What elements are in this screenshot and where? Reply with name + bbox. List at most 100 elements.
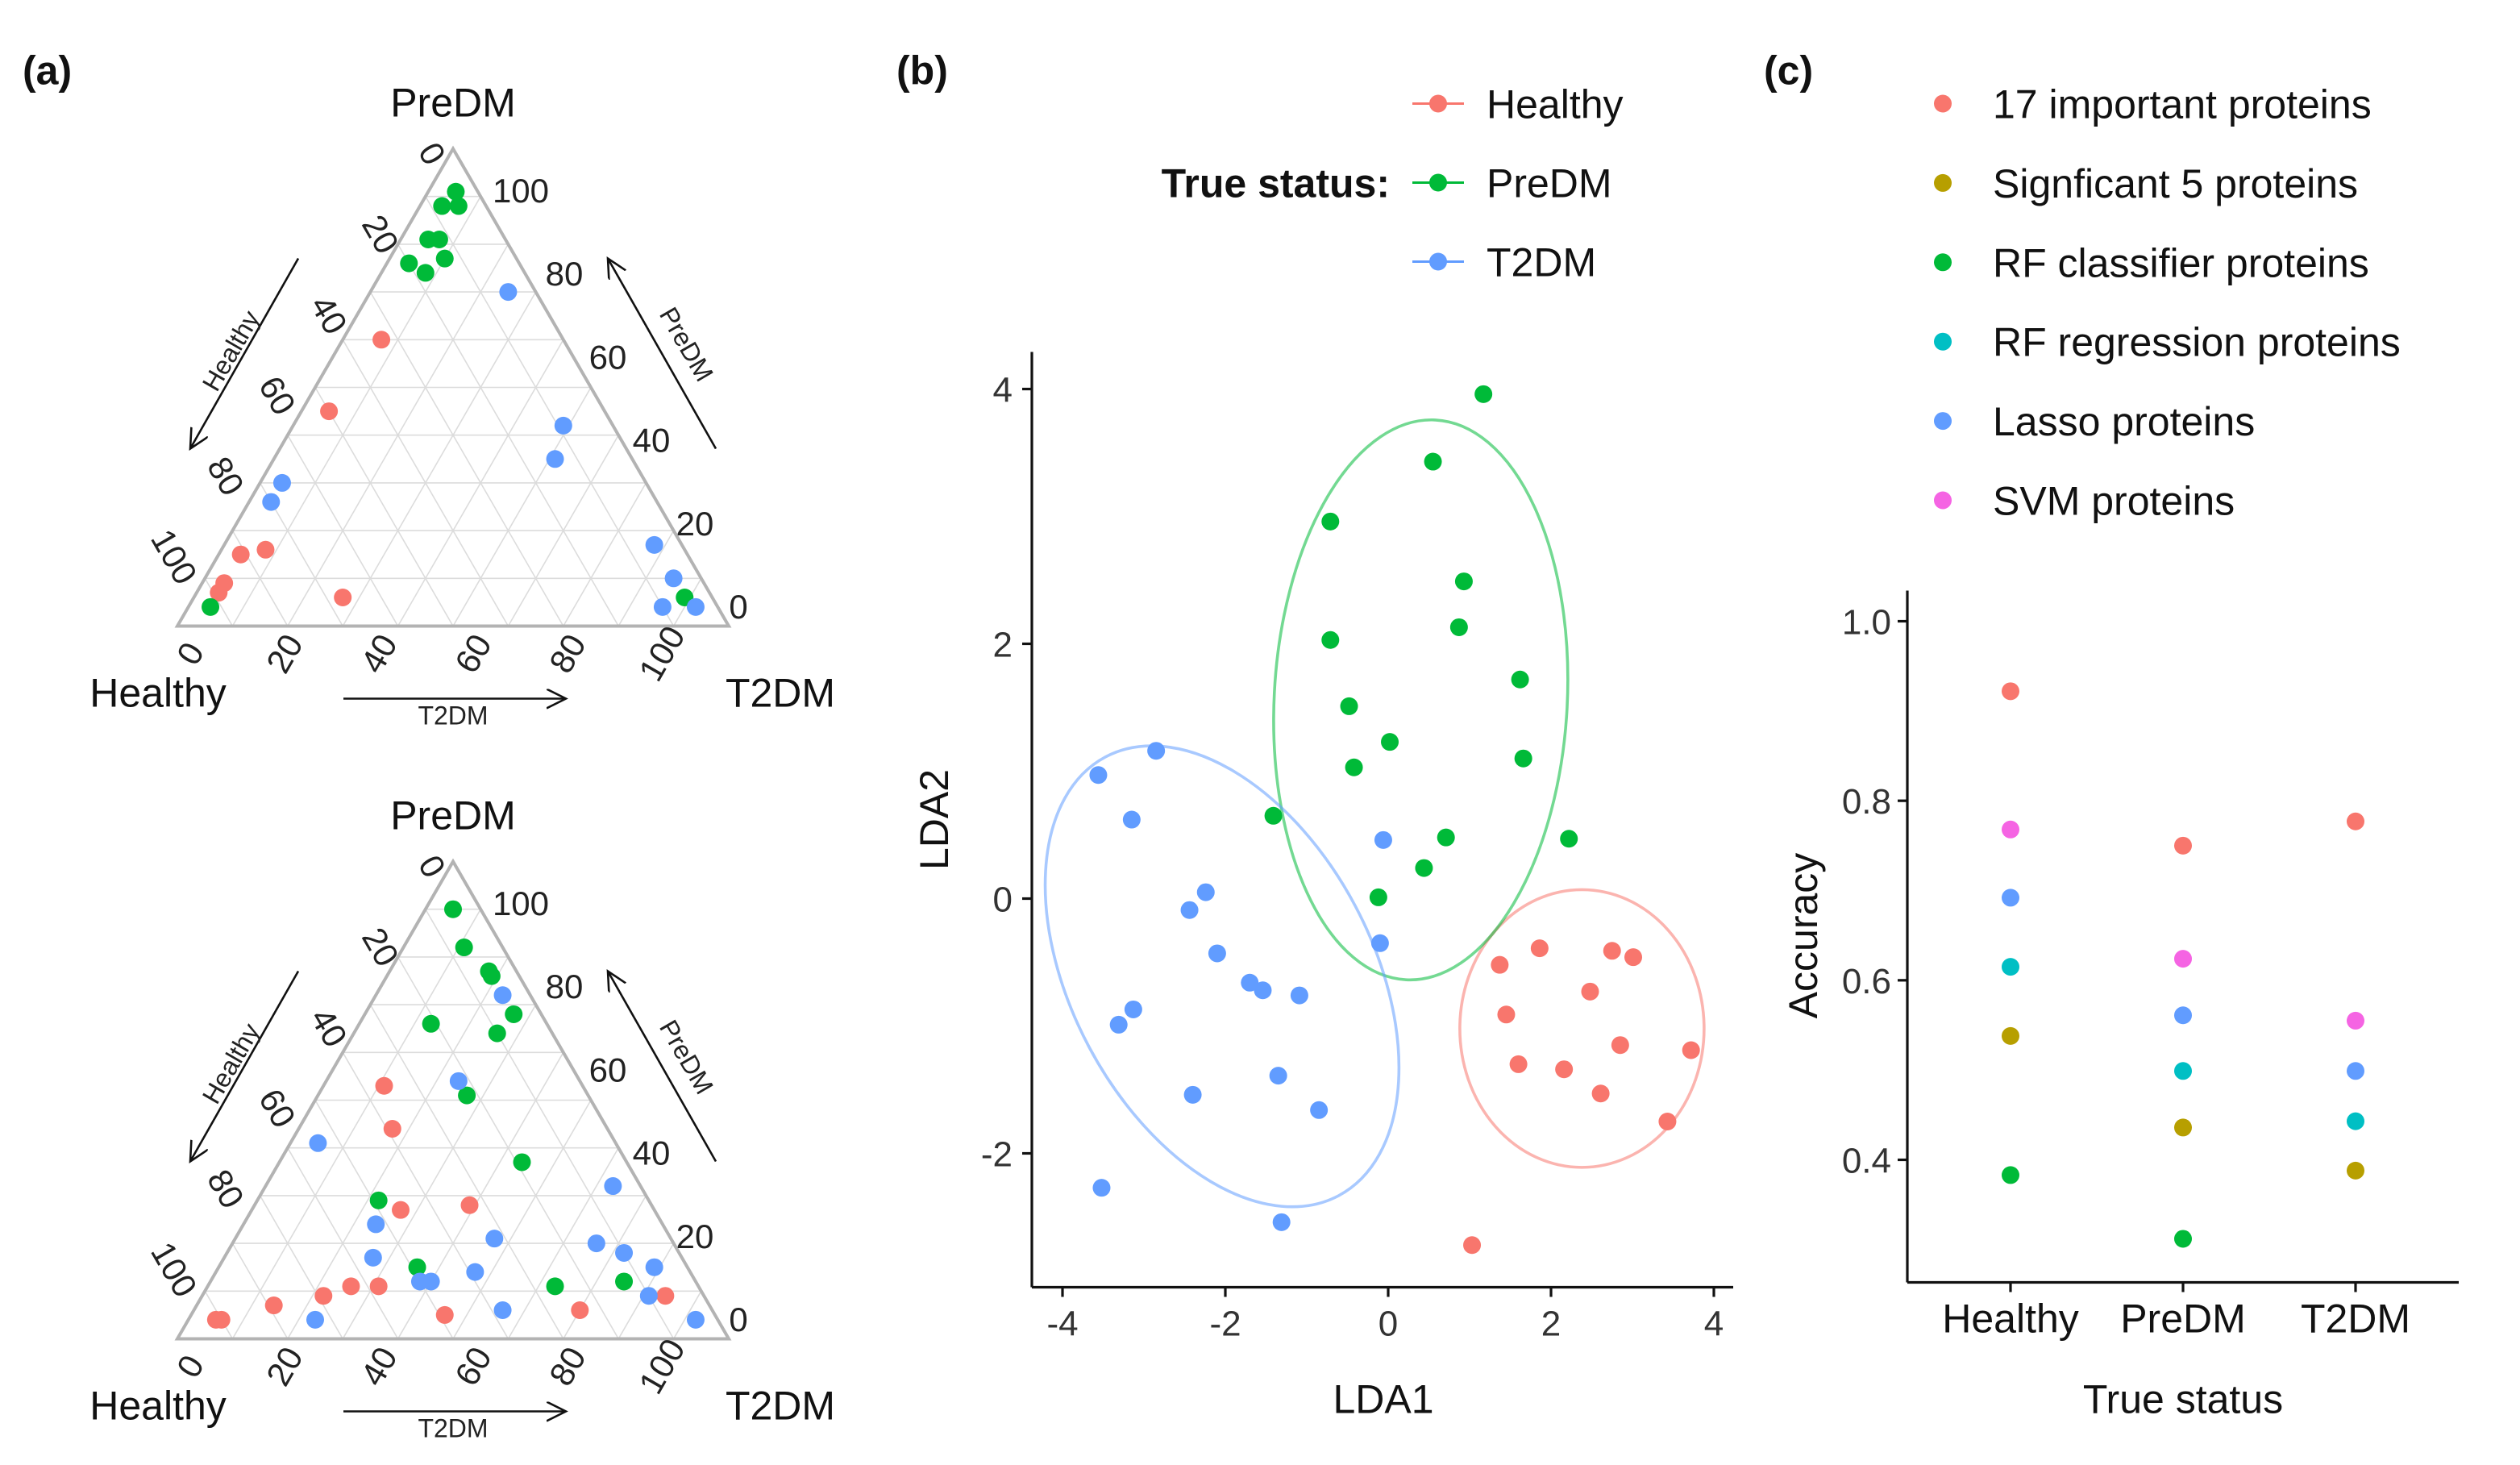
y-axis-title: Accuracy (1781, 853, 1826, 1019)
lda-point-t2dm (1124, 1000, 1142, 1018)
ternary-tick-bottom: 0 (169, 636, 211, 672)
lda-point-healthy (1611, 1036, 1629, 1055)
ternary-point-predm (435, 249, 454, 268)
ternary-triangle (174, 145, 732, 628)
panel-label-b: (b) (896, 48, 948, 94)
legend-label-predm: PreDM (1487, 161, 1612, 206)
legend-dot-signficant-5-proteins (1934, 173, 1952, 192)
vertex-label-top: PreDM (390, 81, 516, 126)
legend-label-svm-proteins: SVM proteins (1993, 479, 2235, 524)
ternary-point-predm (455, 939, 473, 957)
lda-point-predm (1415, 859, 1433, 877)
ternary-point-t2dm (653, 597, 672, 616)
ternary-point-predm (615, 1272, 634, 1291)
x-tick-label: 2 (1541, 1305, 1561, 1344)
ternary-point-t2dm (639, 1287, 658, 1305)
legend-label-lasso-proteins: Lasso proteins (1993, 399, 2255, 444)
ternary-tick-right: 100 (493, 172, 549, 210)
grid-line (369, 1004, 564, 1339)
y-tick-label: 0.8 (1842, 782, 1891, 822)
legend-dot-predm (1429, 173, 1447, 192)
axis-title-right: PreDM (654, 302, 719, 386)
ternary-point-t2dm (309, 1134, 327, 1152)
ternary-tick-right: 20 (676, 505, 714, 543)
ternary-point-predm (505, 1005, 523, 1023)
axis-title-bottom: T2DM (418, 1414, 488, 1443)
lda-point-predm (1264, 806, 1283, 825)
lda-point-t2dm (1089, 766, 1108, 785)
ternary-tick-bottom: 100 (631, 1332, 692, 1400)
legend-label-rf-classifier-proteins: RF classifier proteins (1993, 240, 2369, 285)
ternary-point-healthy (372, 331, 391, 349)
ternary-tick-left: 20 (355, 209, 406, 260)
accuracy-point-signficant-5-proteins (2002, 1026, 2019, 1045)
vertex-label-left: Healthy (89, 671, 227, 716)
x-tick-label: -4 (1046, 1305, 1078, 1344)
confidence-ellipse-predm (1272, 418, 1570, 982)
accuracy-point-svm-proteins (2174, 950, 2192, 968)
ternary-tick-bottom: 60 (447, 628, 499, 680)
ternary-point-healthy (320, 402, 339, 421)
accuracy-point-signficant-5-proteins (2347, 1161, 2364, 1180)
ternary-point-predm (369, 1191, 388, 1209)
axis-arrow-right (608, 259, 717, 450)
lda-point-t2dm (1196, 883, 1215, 901)
ternary-tick-bottom: 20 (259, 1341, 310, 1392)
ternary-tick-right: 20 (676, 1217, 714, 1255)
x-tick-label: 4 (1704, 1305, 1724, 1344)
grid-line (231, 1242, 289, 1339)
ternary-point-healthy (210, 584, 228, 602)
grid-line (314, 1100, 454, 1339)
ternary-point-t2dm (645, 1258, 663, 1276)
ternary-point-predm (482, 967, 501, 985)
lda-point-healthy (1591, 1084, 1610, 1103)
legend-label-healthy: Healthy (1487, 82, 1624, 127)
grid-line (507, 435, 619, 626)
ternary-tick-right: 0 (729, 1301, 747, 1338)
ternary-point-t2dm (499, 283, 518, 302)
ternary-point-healthy (314, 1287, 333, 1305)
ternary-point-t2dm (604, 1177, 622, 1196)
lda-point-predm (1449, 618, 1468, 636)
ternary-point-predm (202, 597, 220, 616)
lda-point-healthy (1682, 1041, 1700, 1059)
legend-dot-t2dm (1429, 252, 1447, 271)
lda-point-t2dm (1183, 1085, 1202, 1104)
ternary-tick-bottom: 60 (447, 1341, 499, 1392)
axis-title-bottom: T2DM (418, 701, 488, 730)
ternary-point-predm (416, 264, 435, 282)
ternary-point-t2dm (645, 535, 663, 554)
ternary-point-t2dm (686, 597, 705, 616)
y-tick-label: -2 (981, 1135, 1013, 1175)
lda-point-predm (1321, 512, 1340, 531)
axis-arrow-left (190, 257, 300, 449)
lda-point-predm (1511, 670, 1529, 689)
lda-point-t2dm (1370, 934, 1389, 952)
ternary-tick-right: 100 (493, 884, 549, 922)
accuracy-point-rf-classifier-proteins (2174, 1230, 2192, 1248)
accuracy-point-svm-proteins (2347, 1011, 2364, 1030)
ternary-tick-bottom: 100 (631, 619, 692, 687)
lda-point-healthy (1603, 942, 1621, 960)
x-axis-title: True status (2083, 1377, 2283, 1422)
ternary-point-healthy (264, 1296, 283, 1315)
lda-scatter-plot: -4 -2 0 2 4 -2 0 2 4 LDA1 LDA2 True status: Healthy P… (912, 82, 1733, 1422)
lda-point-healthy (1530, 939, 1549, 958)
ternary-tick-right: 80 (546, 968, 584, 1005)
ternary-point-t2dm (686, 1310, 705, 1329)
x-axis-title: LDA1 (1333, 1377, 1433, 1422)
x-tick-label: -2 (1209, 1305, 1241, 1344)
ternary-point-t2dm (306, 1310, 324, 1329)
ternary-point-t2dm (364, 1248, 382, 1267)
legend-title: True status: (1162, 161, 1390, 206)
vertex-label-left: Healthy (89, 1384, 227, 1429)
ternary-point-t2dm (587, 1234, 605, 1253)
ternary-point-healthy (383, 1120, 401, 1138)
grid-line (204, 577, 234, 626)
accuracy-point-17-important-proteins (2174, 836, 2192, 855)
ternary-point-predm (408, 1258, 426, 1276)
lda-point-t2dm (1147, 742, 1166, 760)
lda-point-t2dm (1092, 1179, 1111, 1197)
lda-point-t2dm (1290, 986, 1308, 1005)
ternary-point-t2dm (422, 1272, 440, 1291)
